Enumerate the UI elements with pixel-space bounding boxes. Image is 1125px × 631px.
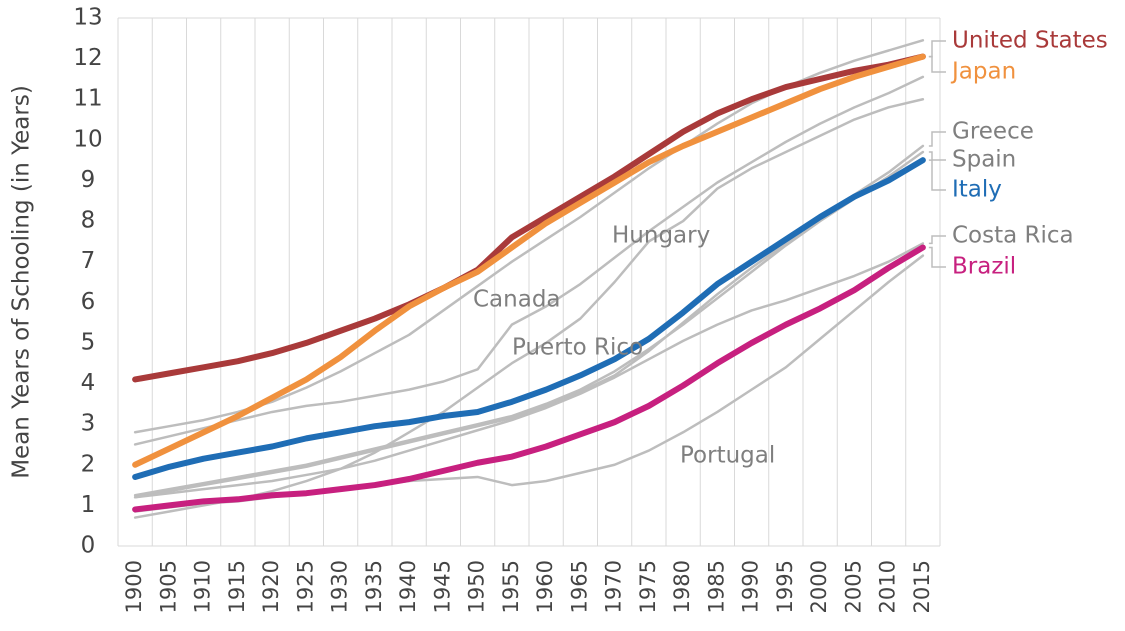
series-line [133,150,925,497]
y-tick-label: 8 [81,208,96,234]
y-tick-label: 1 [81,492,96,518]
series-label: Costa Rica [952,223,1074,249]
y-tick-label: 2 [81,451,96,477]
series-label: Brazil [952,254,1016,280]
series-label: United States [952,28,1108,54]
series-label: Portugal [680,443,775,469]
y-axis-label: Mean Years of Schooling (in Years) [9,85,35,479]
x-tick-label: 2005 [841,560,865,613]
series-label: Greece [952,119,1034,145]
series-line [133,97,925,519]
x-tick-label: 1905 [156,560,180,613]
x-tick-label: 1910 [191,560,215,613]
series-line [133,242,925,499]
y-tick-label: 7 [81,248,96,274]
x-tick-label: 1980 [670,560,694,613]
series-label: Spain [952,147,1016,173]
label-connector [928,131,946,147]
label-connector [928,246,946,268]
y-tick-label: 5 [81,329,96,355]
x-tick-label: 1985 [704,560,728,613]
x-tick-label: 1990 [739,560,763,613]
series-label: Hungary [612,223,710,249]
x-tick-label: 2010 [876,560,900,613]
series-line [132,244,926,513]
y-tick-label: 13 [73,5,102,31]
label-connector [928,159,946,191]
series-label: Japan [950,59,1016,85]
x-tick-label: 1935 [362,560,386,613]
series-line [133,75,925,446]
y-tick-label: 12 [73,45,102,71]
y-tick-label: 3 [81,411,96,437]
series-line [133,144,925,499]
series-label: Canada [473,287,561,313]
y-tick-label: 4 [81,370,96,396]
y-tick-label: 6 [81,289,96,315]
x-tick-label: 1930 [328,560,352,613]
x-tick-label: 1960 [533,560,557,613]
y-tick-label: 0 [81,533,96,559]
x-tick-label: 1920 [259,560,283,613]
label-connector [928,40,946,58]
x-tick-label: 1975 [636,560,660,613]
y-tick-label: 9 [81,167,96,193]
x-tick-label: 1950 [465,560,489,613]
x-tick-label: 1995 [773,560,797,613]
label-connector [928,151,946,161]
series-line [132,53,926,383]
series-label: Puerto Rico [512,335,643,361]
series-line [132,157,926,480]
x-tick-label: 1940 [396,560,420,613]
x-tick-label: 2015 [910,560,934,613]
label-connector [928,55,946,73]
y-tick-label: 11 [73,86,102,112]
x-tick-label: 1925 [293,560,317,613]
x-tick-label: 1970 [602,560,626,613]
label-connector [928,235,946,245]
x-tick-label: 1955 [499,560,523,613]
x-tick-label: 1945 [430,560,454,613]
y-tick-label: 10 [73,126,102,152]
x-tick-label: 2000 [807,560,831,613]
x-tick-label: 1915 [225,560,249,613]
x-tick-label: 1965 [567,560,591,613]
series-label: Italy [952,177,1002,203]
series-line [132,53,926,468]
x-tick-label: 1900 [122,560,146,613]
